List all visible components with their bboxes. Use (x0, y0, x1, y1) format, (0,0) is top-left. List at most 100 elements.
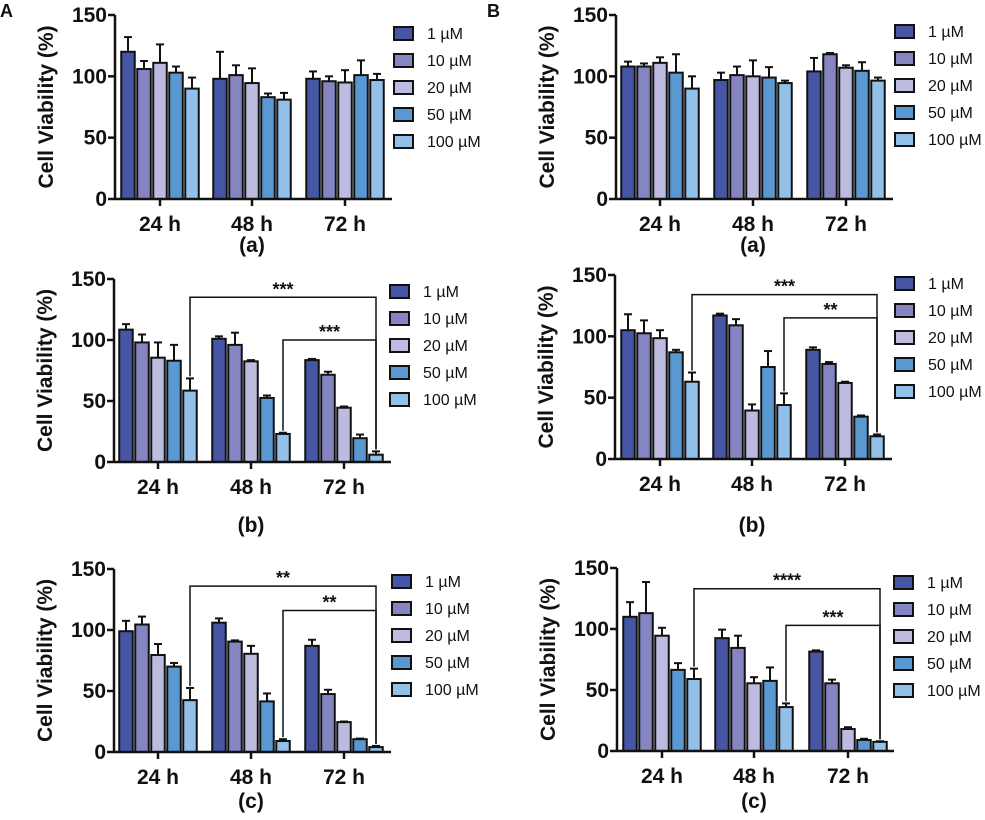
y-tick-label: 50 (83, 680, 106, 703)
chart-panel-b-a: 0 50 100 150 24 h 48 h 72 h Cell Viability (%) (… (536, 4, 982, 257)
x-tick-label: 72 h (827, 765, 869, 788)
legend-swatch (389, 365, 410, 380)
y-axis-title: Cell Viability (%) (35, 26, 58, 189)
bar (729, 74, 745, 200)
y-tick-label: 100 (71, 329, 106, 352)
legend-swatch (391, 682, 412, 697)
legend-swatch (391, 655, 412, 670)
bar (227, 640, 243, 754)
bar (638, 612, 654, 753)
legend-swatch (393, 53, 414, 68)
bar (134, 623, 150, 754)
bar (728, 324, 744, 460)
significance-bracket (783, 317, 878, 433)
bar (620, 65, 636, 200)
chart-panel-a-c: 0 50 100 150 24 h 48 h 72 h Cell Viability (%) (… (34, 558, 479, 813)
y-tick-label: 0 (596, 188, 608, 211)
bar (276, 98, 292, 200)
bar (824, 682, 840, 752)
legend-swatch (389, 311, 410, 326)
bar (150, 654, 166, 754)
bar (243, 360, 259, 464)
legend-swatch (391, 601, 412, 616)
y-axis-title: Cell Viability (%) (537, 578, 560, 741)
x-tick-label: 72 h (323, 476, 365, 499)
significance-label: *** (272, 279, 293, 299)
bar (353, 74, 369, 200)
panel-subtitle: (b) (739, 514, 766, 537)
bar (762, 679, 778, 752)
bar (805, 348, 821, 460)
significance-label: ** (823, 300, 837, 320)
bar (336, 406, 352, 463)
legend-label: 50 µM (427, 107, 472, 124)
significance-bracket (282, 339, 377, 450)
legend-label: 50 µM (928, 105, 973, 122)
significance-label: ** (322, 592, 336, 612)
bar (320, 373, 336, 463)
bar (744, 409, 760, 460)
y-tick-label: 100 (572, 325, 607, 348)
y-tick-label: 0 (94, 741, 106, 764)
bar (259, 396, 275, 464)
legend-label: 100 µM (928, 132, 982, 149)
bar (652, 337, 668, 461)
legend-label: 100 µM (927, 683, 981, 700)
x-tick-label: 48 h (731, 473, 773, 496)
bar (118, 328, 134, 463)
y-tick-label: 150 (71, 268, 106, 291)
legend-swatch (894, 276, 915, 291)
y-tick-label: 100 (574, 618, 609, 641)
bar (652, 61, 668, 201)
x-tick-label: 72 h (323, 766, 365, 789)
legend-swatch (393, 107, 414, 122)
y-tick-label: 100 (71, 619, 106, 642)
bar (712, 314, 728, 461)
panel-subtitle: (a) (740, 234, 766, 257)
bar (668, 351, 684, 460)
bar (243, 652, 259, 753)
x-tick-label: 72 h (824, 473, 866, 496)
bar (336, 721, 352, 753)
bar (872, 740, 888, 752)
bar (259, 700, 275, 753)
bar (806, 70, 822, 200)
x-tick-label: 24 h (137, 476, 179, 499)
legend-swatch (389, 392, 410, 407)
panel-subtitle: (b) (238, 514, 265, 537)
legend-swatch (894, 51, 915, 66)
legend-swatch (893, 683, 914, 698)
bar (150, 356, 166, 463)
x-tick-label: 24 h (639, 473, 681, 496)
y-tick-label: 50 (584, 387, 607, 410)
bar (684, 380, 700, 460)
significance-bracket (282, 609, 377, 744)
bar (670, 668, 686, 752)
legend-label: 1 µM (928, 24, 964, 41)
significance-label: **** (773, 571, 801, 591)
x-tick-label: 48 h (231, 213, 273, 236)
legend-label: 10 µM (928, 51, 973, 68)
bar (870, 79, 886, 200)
legend-swatch (389, 338, 410, 353)
legend-swatch (389, 284, 410, 299)
bar (856, 739, 872, 753)
legend-swatch (893, 629, 914, 644)
bar (713, 79, 729, 200)
chart-panel-b-c: 0 50 100 150 24 h 48 h 72 h Cell Viability (%) (… (537, 557, 981, 813)
legend-swatch (393, 26, 414, 41)
y-tick-label: 150 (574, 557, 609, 580)
chart-panel-b-b: 0 50 100 150 24 h 48 h 72 h Cell Viability (%) (… (535, 264, 982, 537)
legend-swatch (894, 357, 915, 372)
y-tick-label: 150 (573, 4, 608, 27)
panel-label-b: B (487, 1, 500, 21)
bar (808, 650, 824, 753)
bar (778, 706, 794, 753)
panel-subtitle: (c) (741, 790, 767, 813)
bar (654, 634, 670, 753)
x-tick-label: 24 h (139, 213, 181, 236)
bar (869, 435, 885, 461)
legend-swatch (893, 602, 914, 617)
bar (776, 404, 792, 461)
significance-bracket (785, 624, 881, 740)
